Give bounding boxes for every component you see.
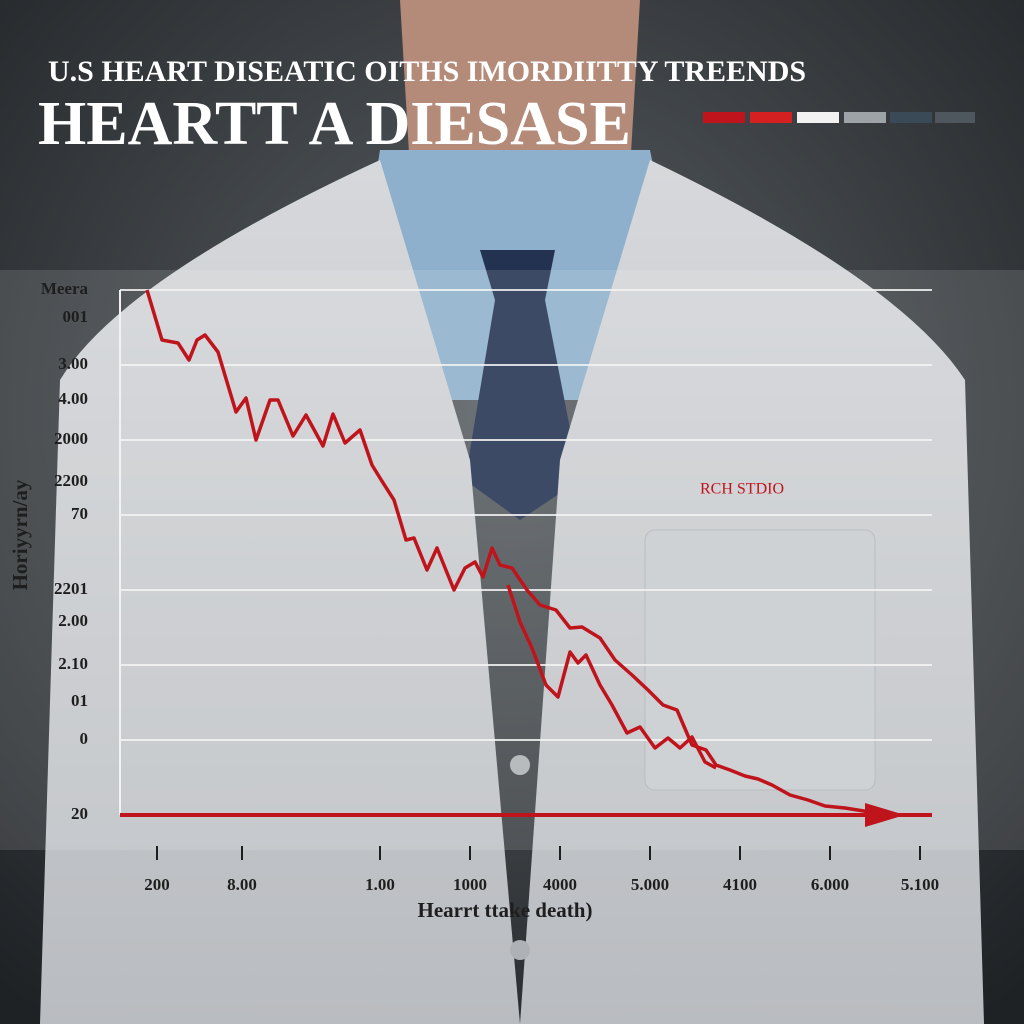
- x-tick-label: 6.000: [811, 875, 849, 894]
- y-tick-label: 01: [71, 691, 88, 710]
- plot-overlay: [0, 270, 1024, 850]
- y-tick-label: 20: [71, 804, 88, 823]
- y-tick-label: 2000: [54, 429, 88, 448]
- data-line: [506, 584, 717, 770]
- y-tick-label: Meera: [41, 279, 89, 298]
- color-strip: [703, 112, 975, 123]
- x-tick-label: 5.000: [631, 875, 669, 894]
- y-tick-label: 2.10: [58, 654, 88, 673]
- x-tick-label: 5.100: [901, 875, 939, 894]
- x-tick-label: 4000: [543, 875, 577, 894]
- x-tick-label: 4100: [723, 875, 757, 894]
- x-tick-label: 8.00: [227, 875, 257, 894]
- x-tick-label: 1000: [453, 875, 487, 894]
- y-tick-label: 4.00: [58, 389, 88, 408]
- y-tick-label: 0: [80, 729, 89, 748]
- y-tick-label: 2200: [54, 471, 88, 490]
- x-axis-label: Hearrt ttake death): [418, 898, 593, 922]
- y-tick-label: 70: [71, 504, 88, 523]
- y-tick-label: 001: [63, 307, 89, 326]
- x-tick-label: 1.00: [365, 875, 395, 894]
- y-axis-label: Horiyyrn/ay: [8, 479, 32, 590]
- x-tick-label: 200: [144, 875, 170, 894]
- y-tick-label: 3.00: [58, 354, 88, 373]
- data-line: [145, 289, 871, 814]
- chart-subtitle: HEARTT A DIESASE: [38, 90, 631, 158]
- y-tick-label: 2.00: [58, 611, 88, 630]
- person: [40, 0, 984, 1024]
- badge: RCH STDIO: [700, 481, 784, 498]
- arrow-head: [865, 803, 905, 827]
- chart-title: U.S HEART DISEATIC OITHS IMORDIITTY TREE…: [48, 55, 806, 88]
- y-tick-label: 2201: [54, 579, 88, 598]
